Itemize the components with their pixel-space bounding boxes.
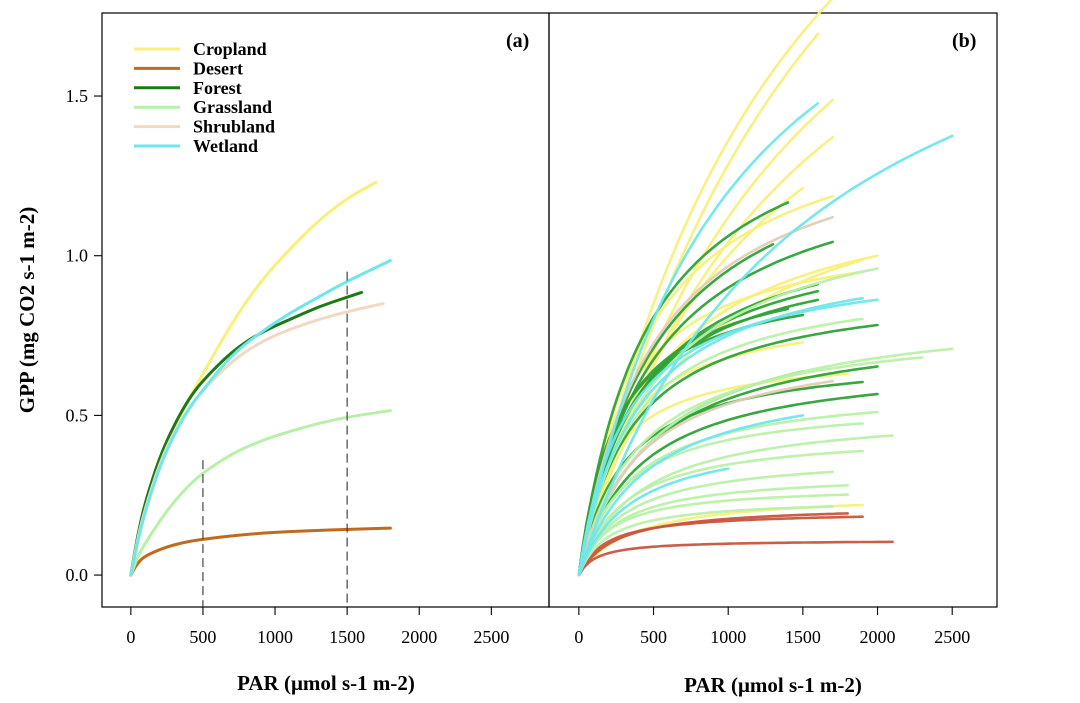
series-line-a-desert [129, 526, 392, 577]
legend-label-desert: Desert [193, 58, 243, 78]
curve-b-forest-27 [577, 392, 879, 577]
x-tick-label-b-500: 500 [640, 627, 667, 647]
x-tick-label-a-1500: 1500 [329, 627, 365, 647]
x-axis-title-b: PAR (μmol s-1 m-2) [684, 673, 862, 697]
series-line-a-wetland [129, 259, 392, 577]
curve-b-grassland-29 [577, 317, 864, 577]
curve-b-desert-12 [577, 515, 864, 577]
curve-b-wetland-47 [577, 467, 730, 577]
legend-label-shrubland: Shrubland [193, 117, 275, 137]
curve-b-shrubland-41 [577, 379, 834, 577]
legend-label-cropland: Cropland [193, 39, 267, 59]
curve-b-grassland-37 [577, 484, 849, 577]
curve-b-forest-17 [577, 240, 834, 577]
curve-b-desert-13 [577, 512, 849, 577]
x-tick-label-b-1500: 1500 [785, 627, 821, 647]
panel-a-frame [101, 12, 550, 608]
y-tick-label-1.5: 1.5 [66, 86, 89, 106]
x-tick-label-b-2000: 2000 [860, 627, 896, 647]
legend: CroplandDesertForestGrasslandShrublandWe… [134, 39, 275, 156]
x-tick-label-a-1000: 1000 [257, 627, 293, 647]
curve-b-forest-15 [577, 201, 790, 577]
legend-label-grassland: Grassland [193, 97, 272, 117]
legend-label-forest: Forest [193, 78, 242, 98]
x-tick-label-b-0: 0 [574, 627, 583, 647]
curve-b-grassland-36 [577, 470, 834, 577]
curve-b-wetland-43 [577, 134, 954, 577]
curve-b-grassland-33 [577, 422, 864, 577]
y-tick-label-0: 0.0 [66, 565, 89, 585]
y-tick-label-1: 1.0 [66, 246, 89, 266]
panel-a-reference-lines [202, 271, 348, 607]
panel-b-frame [548, 12, 998, 608]
curve-b-grassland-38 [577, 493, 849, 577]
x-tick-label-b-1000: 1000 [710, 627, 746, 647]
x-axis-title-a: PAR (μmol s-1 m-2) [237, 671, 415, 695]
y-tick-label-0.5: 0.5 [66, 405, 89, 425]
axes: 0 500 1000 1500 2000 2500 0 500 1000 1500 2000 2500… [66, 86, 971, 647]
panel-a-curves [129, 180, 392, 577]
x-tick-label-a-2000: 2000 [401, 627, 437, 647]
panel-a-label: (a) [506, 30, 529, 52]
legend-label-wetland: Wetland [193, 136, 258, 156]
curve-b-forest-23 [577, 323, 879, 577]
curve-b-wetland-42 [577, 102, 820, 577]
curve-b-wetland-44 [577, 296, 864, 577]
panel-b-label: (b) [952, 30, 976, 52]
x-tick-label-b-2500: 2500 [934, 627, 970, 647]
curve-b-grassland-39 [577, 505, 834, 577]
curve-b-cropland-8 [577, 258, 864, 577]
x-tick-label-a-2500: 2500 [473, 627, 509, 647]
curve-b-wetland-46 [577, 414, 805, 577]
curve-b-grassland-35 [577, 449, 864, 577]
x-tick-label-a-500: 500 [189, 627, 216, 647]
curve-b-desert-14 [577, 540, 894, 577]
series-line-a-cropland [129, 180, 378, 577]
panel-b-curves [577, 0, 954, 577]
curve-b-grassland-31 [577, 356, 924, 577]
series-line-a-grassland [129, 409, 392, 577]
series-line-a-forest [129, 290, 363, 577]
y-axis-title: GPP (mg CO2 s-1 m-2) [15, 207, 39, 413]
curve-b-wetland-45 [577, 298, 879, 577]
x-tick-label-a-0: 0 [126, 627, 135, 647]
